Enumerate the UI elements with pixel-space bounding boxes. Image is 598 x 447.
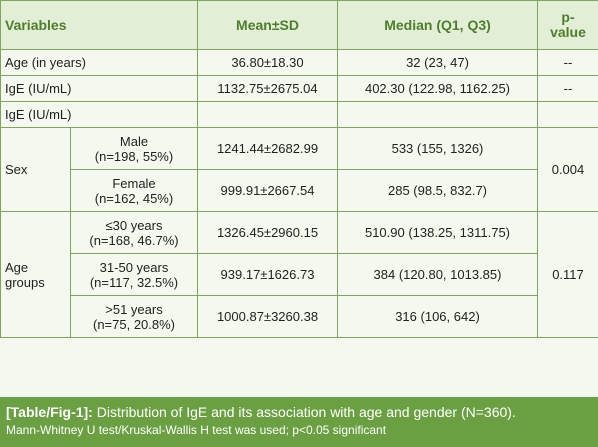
row-mean: 1241.44±2682.99 (197, 127, 338, 170)
table-row: 31-50 years (n=117, 32.5%) 939.17±1626.73… (1, 253, 598, 296)
header-mean: Mean±SD (197, 0, 338, 50)
sex-pvalue: 0.004 (537, 127, 598, 212)
table-row: IgE (IU/mL) 1132.75±2675.04 402.30 (122.… (0, 75, 598, 102)
table-row: Sex Male (n=198, 55%) 1241.44±2682.99 533… (0, 127, 598, 212)
row-median: 402.30 (122.98, 1162.25) (337, 75, 538, 102)
row-median: 384 (120.80, 1013.85) (337, 253, 538, 296)
caption-text: Distribution of IgE and its association … (96, 404, 516, 420)
row-median (337, 101, 538, 128)
row-mean: 1132.75±2675.04 (197, 75, 338, 102)
row-median: 285 (98.5, 832.7) (337, 169, 538, 212)
row-mean: 1000.87±3260.38 (197, 295, 338, 338)
row-pvalue: -- (537, 75, 598, 102)
header-variables: Variables (0, 0, 198, 50)
data-table: Variables Mean±SD Median (Q1, Q3) p-valu… (0, 0, 598, 338)
group-cell: Female (n=162, 45%) (70, 169, 198, 212)
header-pvalue: p-value (537, 0, 598, 50)
row-median: 510.90 (138.25, 1311.75) (337, 211, 538, 254)
row-mean: 999.91±2667.54 (197, 169, 338, 212)
age-groups-pvalue: 0.117 (537, 211, 598, 338)
group-cell: ≤30 years (n=168, 46.7%) (70, 211, 198, 254)
row-median: 533 (155, 1326) (337, 127, 538, 170)
row-pvalue (537, 101, 598, 128)
row-mean (197, 101, 338, 128)
header-median: Median (Q1, Q3) (337, 0, 538, 50)
row-pvalue: -- (537, 49, 598, 76)
age-groups-label-line1: Age (5, 259, 29, 275)
group-count: (n=198, 55%) (94, 148, 174, 164)
group-name: ≤30 years (105, 217, 163, 233)
table-row: IgE (IU/mL) (0, 101, 598, 128)
row-mean: 1326.45±2960.15 (197, 211, 338, 254)
row-variable: Age (in years) (0, 49, 198, 76)
row-mean: 939.17±1626.73 (197, 253, 338, 296)
header-pvalue-line1: p- (561, 9, 575, 25)
figure-caption: [Table/Fig-1]: Distribution of IgE and i… (0, 397, 598, 447)
table-row: Female (n=162, 45%) 999.91±2667.54 285 (9… (1, 169, 598, 212)
group-name: >51 years (105, 301, 163, 317)
caption-note: Mann-Whitney U test/Kruskal-Wallis H tes… (6, 423, 387, 437)
age-groups-label: Age groups (0, 211, 71, 338)
caption-title: [Table/Fig-1]: Distribution of IgE and i… (6, 403, 592, 421)
group-name: 31-50 years (99, 259, 169, 275)
group-count: (n=162, 45%) (94, 190, 174, 206)
group-name: Male (119, 133, 149, 149)
group-cell: >51 years (n=75, 20.8%) (70, 295, 198, 338)
group-cell: Male (n=198, 55%) (70, 127, 198, 170)
row-variable: IgE (IU/mL) (0, 101, 198, 128)
row-variable: IgE (IU/mL) (0, 75, 198, 102)
group-name: Female (112, 175, 156, 191)
table-row: Age (in years) 36.80±18.30 32 (23, 47) -… (0, 49, 598, 76)
table-row: Age groups ≤30 years (n=168, 46.7%) 1326.4… (0, 211, 598, 338)
row-mean: 36.80±18.30 (197, 49, 338, 76)
caption-label: [Table/Fig-1]: (6, 404, 93, 420)
header-pvalue-line2: value (550, 24, 586, 40)
table-row: >51 years (n=75, 20.8%) 1000.87±3260.38 3… (1, 295, 598, 338)
row-median: 316 (106, 642) (337, 295, 538, 338)
group-count: (n=75, 20.8%) (92, 316, 176, 332)
group-count: (n=117, 32.5%) (89, 274, 179, 290)
group-count: (n=168, 46.7%) (89, 232, 179, 248)
group-cell: 31-50 years (n=117, 32.5%) (70, 253, 198, 296)
row-median: 32 (23, 47) (337, 49, 538, 76)
header-row: Variables Mean±SD Median (Q1, Q3) p-valu… (0, 0, 598, 50)
sex-label: Sex (0, 127, 71, 212)
age-groups-label-line2: groups (5, 274, 45, 290)
